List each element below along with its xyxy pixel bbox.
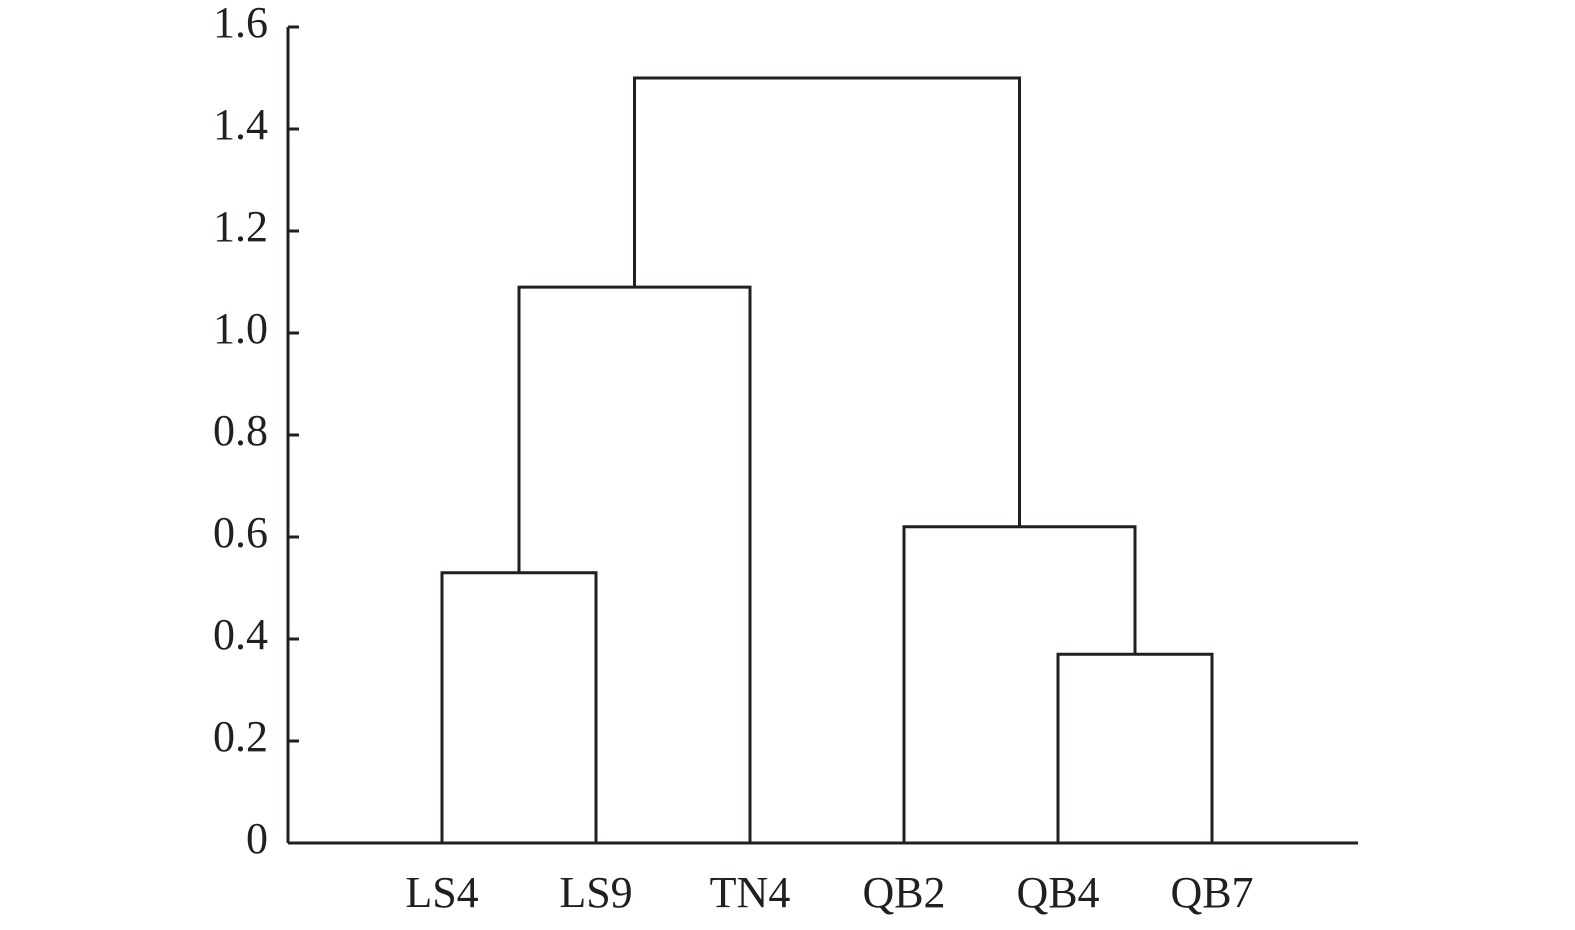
y-tick-label: 0.4 xyxy=(213,610,268,659)
leaf-label: QB7 xyxy=(1170,868,1253,917)
y-tick-label: 1.6 xyxy=(213,0,268,47)
merge-link xyxy=(517,285,752,843)
leaf-label: TN4 xyxy=(710,868,791,917)
y-tick-label: 1.2 xyxy=(213,202,268,251)
merge-link xyxy=(633,76,1021,527)
y-tick-label: 1.4 xyxy=(213,100,268,149)
y-tick-label: 1.0 xyxy=(213,304,268,353)
merge-link xyxy=(440,571,598,843)
merge-link xyxy=(1056,652,1214,843)
y-tick-label: 0.8 xyxy=(213,406,268,455)
y-tick-label: 0.2 xyxy=(213,712,268,761)
leaf-label: LS4 xyxy=(405,868,478,917)
leaf-label: LS9 xyxy=(559,868,632,917)
leaf-label: QB2 xyxy=(862,868,945,917)
y-tick-label: 0 xyxy=(246,814,268,863)
y-tick-label: 0.6 xyxy=(213,508,268,557)
leaf-label: QB4 xyxy=(1016,868,1099,917)
merge-link xyxy=(902,525,1137,843)
